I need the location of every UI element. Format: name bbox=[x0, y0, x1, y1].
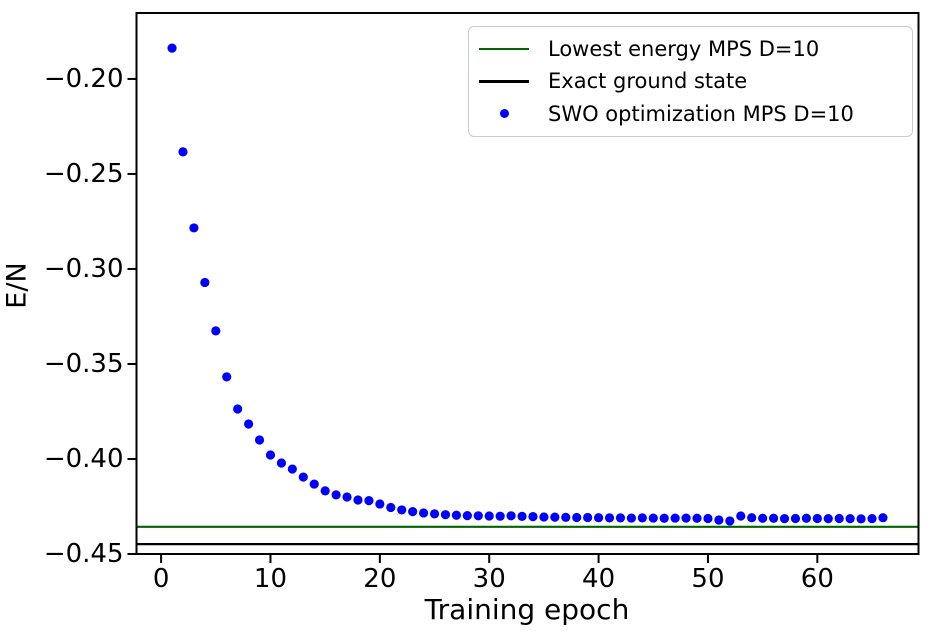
scatter-point bbox=[233, 404, 243, 414]
scatter-point bbox=[670, 513, 680, 523]
scatter-point bbox=[178, 147, 188, 157]
scatter-point bbox=[331, 490, 341, 500]
scatter-point bbox=[823, 514, 833, 524]
scatter-point bbox=[834, 513, 844, 524]
scatter-point bbox=[375, 499, 385, 509]
scatter-point bbox=[725, 516, 735, 526]
y-tick-label: −0.40 bbox=[44, 444, 124, 474]
legend-swatch bbox=[479, 80, 529, 83]
x-tick-label: 0 bbox=[153, 564, 170, 594]
scatter-point bbox=[790, 513, 801, 524]
scatter-point bbox=[517, 511, 527, 521]
scatter-point bbox=[265, 450, 276, 460]
scatter-point bbox=[429, 509, 440, 519]
scatter-point bbox=[364, 496, 374, 506]
legend-swatch bbox=[479, 47, 529, 51]
scatter-point bbox=[615, 513, 626, 523]
scatter-point bbox=[561, 512, 571, 522]
scatter-point bbox=[648, 513, 658, 523]
legend: Lowest energy MPS D=10 Exact ground stat… bbox=[468, 26, 913, 137]
scatter-point bbox=[495, 511, 505, 521]
scatter-point bbox=[244, 419, 254, 429]
scatter-point bbox=[681, 513, 691, 523]
x-tick-label: 10 bbox=[254, 564, 287, 594]
legend-swatch bbox=[479, 109, 529, 119]
scatter-point bbox=[506, 511, 516, 521]
green-line-sample-icon bbox=[479, 47, 529, 51]
y-tick-label: −0.45 bbox=[44, 539, 124, 569]
scatter-point bbox=[309, 479, 319, 489]
scatter-point bbox=[747, 513, 757, 523]
scatter-point bbox=[200, 277, 210, 288]
scatter-point bbox=[768, 513, 779, 523]
scatter-point bbox=[550, 512, 560, 522]
scatter-point bbox=[320, 486, 330, 496]
scatter-point bbox=[572, 512, 582, 523]
legend-label: Exact ground state bbox=[548, 69, 748, 94]
scatter-point bbox=[703, 513, 713, 524]
scatter-point bbox=[845, 514, 855, 524]
y-tick-label: −0.30 bbox=[44, 254, 124, 284]
legend-item-lowest-energy: Lowest energy MPS D=10 bbox=[479, 33, 904, 65]
scatter-point bbox=[287, 464, 297, 474]
scatter-point bbox=[386, 502, 396, 513]
scatter-point bbox=[418, 508, 429, 518]
scatter-point bbox=[539, 512, 549, 522]
scatter-point bbox=[462, 511, 472, 521]
scatter-point bbox=[408, 507, 418, 517]
scatter-point bbox=[867, 514, 877, 524]
scatter-point bbox=[211, 326, 221, 336]
y-tick-label: −0.25 bbox=[44, 159, 124, 189]
scatter-point bbox=[583, 512, 593, 523]
x-tick-label: 40 bbox=[582, 564, 615, 594]
scatter-point bbox=[451, 510, 462, 520]
legend-label: Lowest energy MPS D=10 bbox=[548, 37, 820, 62]
scatter-point bbox=[298, 472, 308, 482]
blue-dot-sample-icon bbox=[499, 109, 509, 119]
x-tick-label: 30 bbox=[473, 564, 506, 594]
scatter-point bbox=[167, 43, 177, 53]
scatter-point bbox=[528, 511, 538, 522]
scatter-point bbox=[659, 513, 669, 523]
x-tick-label: 60 bbox=[801, 564, 834, 594]
x-tick-label: 50 bbox=[691, 564, 724, 594]
scatter-point bbox=[878, 513, 888, 523]
x-axis-label: Training epoch bbox=[424, 593, 630, 626]
axes-box bbox=[135, 12, 920, 555]
scatter-point bbox=[626, 513, 637, 523]
scatter-point bbox=[637, 513, 647, 523]
scatter-point bbox=[397, 505, 407, 515]
legend-label: SWO optimization MPS D=10 bbox=[548, 101, 854, 126]
scatter-point bbox=[812, 513, 822, 524]
scatter-point bbox=[736, 511, 746, 521]
scatter-point bbox=[440, 510, 451, 520]
scatter-point bbox=[353, 495, 363, 505]
y-axis-label: E/N bbox=[1, 262, 33, 309]
scatter-point bbox=[254, 435, 265, 445]
scatter-point bbox=[222, 372, 232, 382]
y-tick-label: −0.20 bbox=[44, 64, 124, 94]
scatter-point bbox=[779, 514, 790, 524]
scatter-point bbox=[758, 513, 768, 523]
scatter-point bbox=[342, 492, 352, 502]
scatter-point bbox=[484, 511, 494, 521]
legend-item-swo-optimization: SWO optimization MPS D=10 bbox=[479, 98, 904, 130]
scatter-point bbox=[801, 513, 811, 523]
scatter-point bbox=[856, 514, 866, 524]
black-line-sample-icon bbox=[479, 80, 529, 83]
scatter-point bbox=[473, 511, 483, 521]
scatter-point bbox=[593, 513, 604, 523]
y-tick-label: −0.35 bbox=[44, 349, 124, 379]
legend-item-exact-ground-state: Exact ground state bbox=[479, 65, 904, 97]
scatter-point bbox=[692, 513, 702, 523]
x-tick-label: 20 bbox=[363, 564, 396, 594]
scatter-point bbox=[604, 513, 615, 523]
scatter-point bbox=[276, 458, 287, 468]
scatter-point bbox=[714, 515, 724, 525]
scatter-point bbox=[189, 223, 199, 233]
